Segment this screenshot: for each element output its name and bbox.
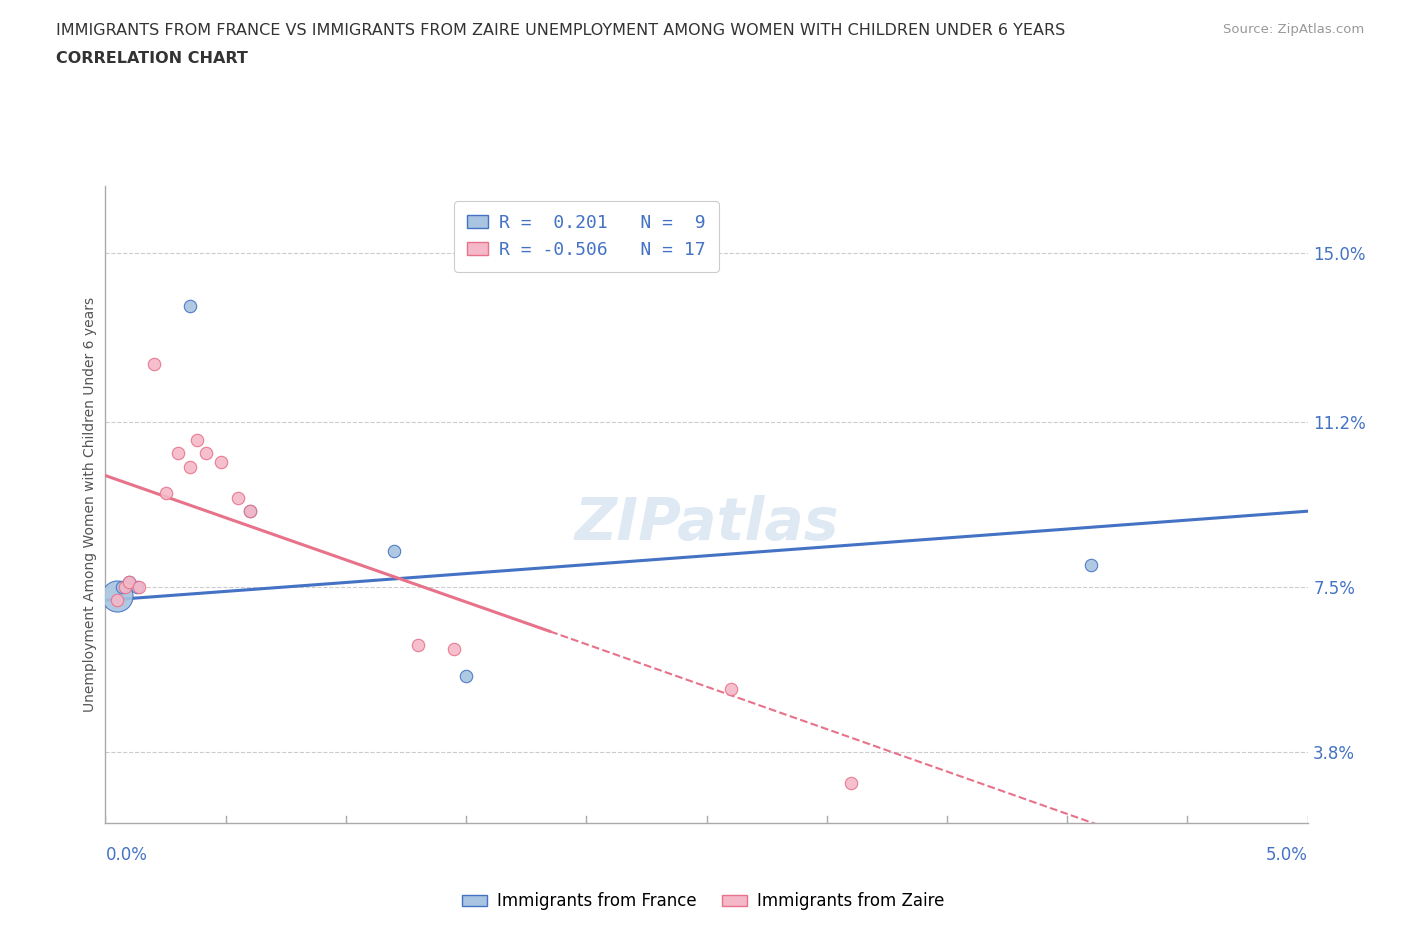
Text: 0.0%: 0.0% xyxy=(105,846,148,864)
Point xyxy=(118,575,141,590)
Text: 5.0%: 5.0% xyxy=(1265,846,1308,864)
Point xyxy=(118,575,141,590)
Point xyxy=(720,682,742,697)
Point xyxy=(142,357,165,372)
Legend: Immigrants from France, Immigrants from Zaire: Immigrants from France, Immigrants from … xyxy=(456,885,950,917)
Point xyxy=(443,642,465,657)
Point xyxy=(839,776,862,790)
Legend: R =  0.201   N =  9, R = -0.506   N = 17: R = 0.201 N = 9, R = -0.506 N = 17 xyxy=(454,202,718,272)
Point xyxy=(179,459,201,474)
Point xyxy=(125,579,148,594)
Point xyxy=(107,592,129,607)
Text: ZIPatlas: ZIPatlas xyxy=(574,495,839,552)
Point xyxy=(382,544,405,559)
Point xyxy=(456,669,478,684)
Point xyxy=(186,432,208,447)
Point xyxy=(1080,557,1102,572)
Point xyxy=(195,445,218,460)
Point xyxy=(155,486,177,501)
Point xyxy=(179,299,201,313)
Text: Source: ZipAtlas.com: Source: ZipAtlas.com xyxy=(1223,23,1364,36)
Text: CORRELATION CHART: CORRELATION CHART xyxy=(56,51,247,66)
Text: IMMIGRANTS FROM FRANCE VS IMMIGRANTS FROM ZAIRE UNEMPLOYMENT AMONG WOMEN WITH CH: IMMIGRANTS FROM FRANCE VS IMMIGRANTS FRO… xyxy=(56,23,1066,38)
Point xyxy=(111,579,134,594)
Point xyxy=(114,579,136,594)
Point xyxy=(239,504,262,519)
Point xyxy=(128,579,150,594)
Point xyxy=(239,504,262,519)
Y-axis label: Unemployment Among Women with Children Under 6 years: Unemployment Among Women with Children U… xyxy=(83,297,97,712)
Point xyxy=(107,589,129,604)
Point xyxy=(226,490,249,505)
Point xyxy=(209,455,232,470)
Point xyxy=(406,637,429,652)
Point xyxy=(166,445,188,460)
